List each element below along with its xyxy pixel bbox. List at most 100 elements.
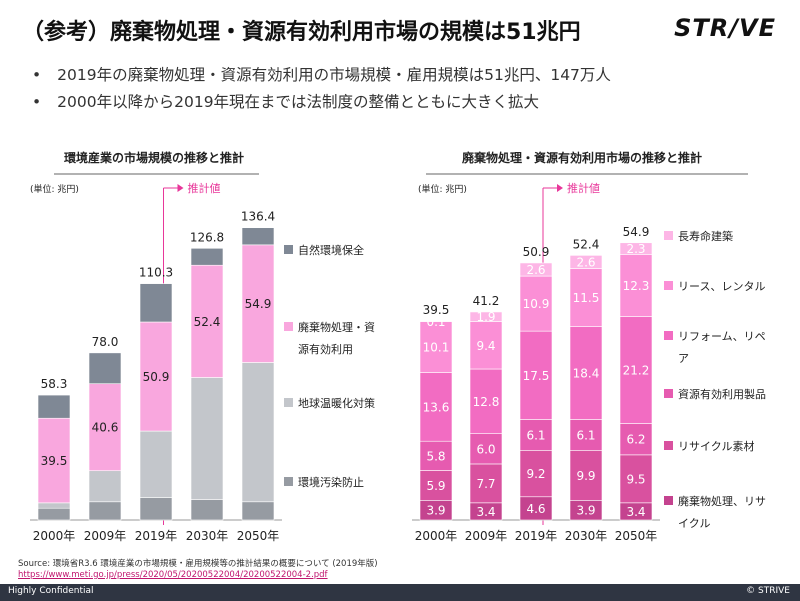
- legend-swatch: [284, 322, 293, 331]
- legend-label: 自然環境保全: [298, 243, 364, 257]
- data-label: 6.0: [476, 442, 495, 456]
- strive-logo: STR/VE: [674, 14, 776, 42]
- chart-title: 環境産業の市場規模の推移と推計: [64, 150, 244, 165]
- chart-title: 廃棄物処理・資源有効利用市場の推移と推計: [462, 150, 702, 165]
- data-label: 10.1: [423, 341, 450, 355]
- bar-segment: [619, 423, 653, 456]
- environment-market-chart: 環境産業の市場規模の推移と推計 (単位: 兆円) 推計値 39.5 58.3 2000年 4…: [14, 150, 394, 550]
- data-label: 3.4: [626, 505, 645, 519]
- bar-segment: [619, 242, 653, 255]
- bar-segment: [37, 394, 71, 419]
- bar-segment: [241, 244, 275, 363]
- x-tick-label: 2050年: [237, 529, 280, 543]
- bar-segment: [139, 321, 173, 432]
- waste-market-chart: 廃棄物処理・資源有効利用市場の推移と推計 (単位: 兆円) 推計値 3.9 5.9 5.8…: [404, 150, 784, 550]
- data-label: 6.2: [626, 433, 645, 447]
- chart-svg: 廃棄物処理・資源有効利用市場の推移と推計 (単位: 兆円) 推計値 3.9 5.9 5.8…: [412, 150, 766, 543]
- data-label: 4.6: [526, 502, 545, 516]
- data-label: 5.8: [426, 449, 445, 463]
- legend-swatch: [664, 441, 673, 450]
- bar-segment: [37, 502, 71, 509]
- bar-segment: [569, 326, 603, 420]
- x-tick-label: 2019年: [515, 529, 558, 543]
- copyright-label: © STRIVE: [746, 586, 790, 596]
- footer-bar: Highly Confidential © STRIVE: [0, 584, 800, 601]
- bar-segment: [569, 255, 603, 269]
- data-label: 52.4: [194, 315, 221, 329]
- forecast-arrow-head: [557, 184, 563, 192]
- bar-segment: [139, 497, 173, 521]
- data-label: 9.4: [476, 339, 495, 353]
- data-label: 9.5: [626, 472, 645, 486]
- legend-label: 長寿命建築: [678, 229, 733, 243]
- legend-swatch: [284, 477, 293, 486]
- legend-swatch: [664, 281, 673, 290]
- bar-segment: [241, 227, 275, 246]
- bar-segment: [469, 368, 503, 434]
- bar-segment: [619, 316, 653, 424]
- legend-label: 廃棄物処理・資: [298, 320, 375, 334]
- bar-segment: [139, 283, 173, 323]
- data-label: 6.1: [576, 428, 595, 442]
- bar-segment: [519, 450, 553, 498]
- bar-segment: [139, 430, 173, 498]
- legend-swatch: [664, 231, 673, 240]
- total-label: 39.5: [423, 303, 450, 317]
- bar-segment: [469, 311, 503, 322]
- page-title: （参考）廃棄物処理・資源有効利用市場の規模は51兆円: [22, 20, 581, 45]
- total-label: 50.9: [523, 245, 550, 259]
- bar-segment: [569, 450, 603, 501]
- data-label: 2.6: [576, 255, 595, 269]
- chart-svg: 環境産業の市場規模の推移と推計 (単位: 兆円) 推計値 39.5 58.3 2000年 4…: [30, 150, 375, 543]
- x-tick-label: 2000年: [33, 529, 76, 543]
- legend-swatch: [664, 389, 673, 398]
- bar-segment: [419, 372, 453, 442]
- data-label: 39.5: [41, 454, 68, 468]
- bar-segment: [37, 417, 71, 504]
- bar-segment: [190, 499, 224, 521]
- bar-segment: [190, 377, 224, 500]
- data-label: 12.3: [623, 279, 650, 293]
- legend-swatch: [284, 245, 293, 254]
- bar-segment: [88, 352, 122, 385]
- data-label: 10.9: [523, 297, 550, 311]
- total-label: 58.3: [41, 377, 68, 391]
- bar-segment: [569, 419, 603, 451]
- bar-segment: [519, 275, 553, 332]
- source-link[interactable]: https://www.meti.go.jp/press/2020/05/202…: [18, 570, 328, 580]
- legend-label: リース、レンタル: [678, 280, 765, 293]
- legend-swatch: [664, 331, 673, 340]
- data-label: 3.4: [476, 505, 495, 519]
- x-tick-label: 2030年: [565, 529, 608, 543]
- data-label: 54.9: [245, 297, 272, 311]
- total-label: 110.3: [139, 266, 173, 280]
- data-label: 9.2: [526, 467, 545, 481]
- bar-segment: [190, 264, 224, 378]
- forecast-label: 推計値: [567, 181, 600, 195]
- legend-label: ア: [678, 352, 689, 365]
- unit-label: (単位: 兆円): [418, 183, 467, 195]
- bar-segment: [519, 262, 553, 277]
- data-label: 12.8: [473, 395, 500, 409]
- bar-segment: [88, 383, 122, 472]
- legend-label: 廃棄物処理、リサ: [678, 494, 766, 508]
- legend-label: 地球温暖化対策: [298, 396, 375, 410]
- data-label: 50.9: [143, 370, 170, 384]
- x-tick-label: 2009年: [84, 529, 127, 543]
- bar-segment: [519, 330, 553, 420]
- summary-bullets: 2019年の廃棄物処理・資源有効利用の市場規模・雇用規模は51兆円、147万人 …: [32, 62, 611, 116]
- bar-segment: [419, 320, 453, 322]
- unit-label: (単位: 兆円): [30, 183, 79, 195]
- data-label: 9.9: [576, 469, 595, 483]
- bullet-item: 2000年以降から2019年現在までは法制度の整備とともに大きく拡大: [32, 89, 611, 116]
- x-tick-label: 2050年: [615, 529, 658, 543]
- bar-segment: [619, 254, 653, 317]
- legend-label: 環境汚染防止: [298, 475, 364, 489]
- legend-swatch: [664, 496, 673, 505]
- total-label: 54.9: [623, 225, 650, 239]
- legend-label: リサイクル素材: [678, 439, 754, 453]
- legend-label: 源有効利用: [298, 342, 353, 356]
- data-label: 3.9: [576, 504, 595, 518]
- x-tick-label: 2009年: [465, 529, 508, 543]
- data-label: 13.6: [423, 400, 450, 414]
